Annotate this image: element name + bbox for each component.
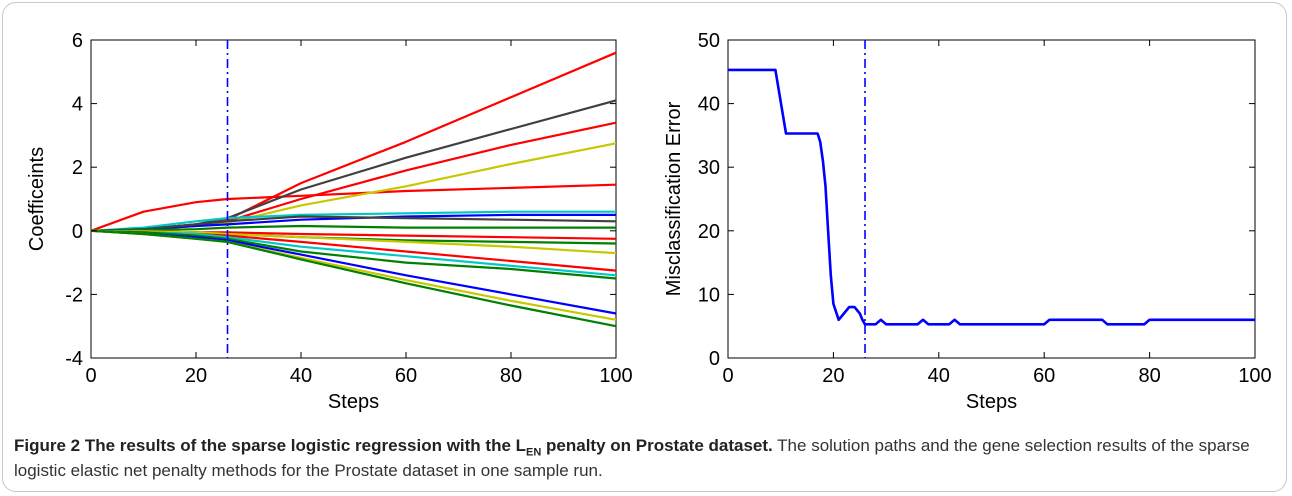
series-line-8 bbox=[90, 215, 617, 232]
y-tick-label: -2 bbox=[65, 284, 83, 306]
x-tick-label: 60 bbox=[395, 365, 417, 387]
x-tick-label: 0 bbox=[722, 365, 733, 387]
caption-title-post: penalty on Prostate dataset. bbox=[541, 436, 773, 455]
y-axis-label: Misclassification Error bbox=[663, 101, 685, 296]
series-line-18 bbox=[90, 229, 617, 328]
x-tick-label: 0 bbox=[85, 365, 96, 387]
x-tick-label: 100 bbox=[599, 365, 632, 387]
caption-title: Figure 2 The results of the sparse logis… bbox=[14, 436, 773, 459]
y-tick-label: 20 bbox=[698, 221, 720, 243]
series-line-1 bbox=[728, 68, 1255, 326]
y-tick-label: 40 bbox=[698, 94, 720, 116]
plot-area bbox=[727, 39, 1256, 359]
y-tick-label: 50 bbox=[698, 30, 720, 52]
chart-misclassification-error: 0 20 40 60 80 100 0 10 20 30 40 50 Steps Misclassific… bbox=[663, 30, 1272, 413]
caption-title-sub: EN bbox=[526, 446, 542, 459]
series-line-9 bbox=[90, 224, 616, 232]
y-tick-label: 10 bbox=[698, 284, 720, 306]
x-tick-label: 80 bbox=[1138, 365, 1160, 387]
x-tick-label: 60 bbox=[1033, 365, 1055, 387]
x-axis-label: Steps bbox=[328, 391, 379, 413]
figure-caption: Figure 2 The results of the sparse logis… bbox=[14, 433, 1276, 483]
y-tick-label: -4 bbox=[65, 348, 83, 370]
y-axis-label: Coefficeints bbox=[26, 147, 48, 251]
series-line-6 bbox=[90, 210, 616, 232]
x-tick-label: 40 bbox=[928, 365, 950, 387]
caption-body: The solution paths and the gene selectio… bbox=[14, 436, 1250, 480]
caption-title-pre: The results of the sparse logistic regre… bbox=[84, 436, 527, 455]
x-tick-label: 20 bbox=[822, 365, 844, 387]
series-line-1 bbox=[90, 183, 617, 232]
chart-coefficient-paths: 0 20 40 60 80 100 -4 -2 0 2 4 6 Steps Coefficeints bbox=[26, 30, 633, 413]
y-tick-label: 0 bbox=[709, 348, 720, 370]
y-tick-label: 30 bbox=[698, 157, 720, 179]
y-tick-label: 2 bbox=[72, 157, 83, 179]
x-axis-label: Steps bbox=[966, 391, 1017, 413]
y-tick-label: 4 bbox=[72, 94, 83, 116]
series-line-15 bbox=[90, 229, 617, 280]
x-tick-label: 20 bbox=[185, 365, 207, 387]
y-tick-label: 6 bbox=[72, 30, 83, 52]
x-tick-label: 80 bbox=[500, 365, 522, 387]
x-tick-label: 100 bbox=[1238, 365, 1271, 387]
x-tick-label: 40 bbox=[290, 365, 312, 387]
caption-figure-label: Figure 2 bbox=[14, 436, 81, 455]
y-tick-label: 0 bbox=[72, 221, 83, 243]
